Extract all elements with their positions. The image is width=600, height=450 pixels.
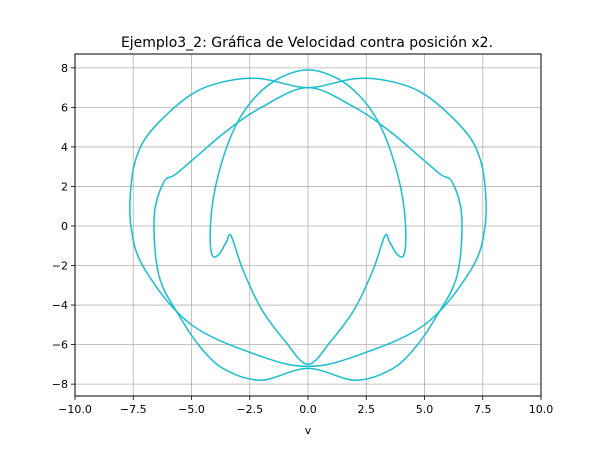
- x-axis-label: v: [305, 424, 312, 437]
- y-tick-label: 0: [61, 220, 68, 233]
- x-tick-label: −7.5: [120, 403, 147, 416]
- chart-title: Ejemplo3_2: Gráfica de Velocidad contra …: [121, 35, 493, 51]
- series-line-3: [153, 86, 463, 381]
- x-tick-label: −5.0: [178, 403, 205, 416]
- x-tick-label: −2.5: [236, 403, 263, 416]
- x-tick-label: −10.0: [58, 403, 92, 416]
- x-tick-label: 7.5: [474, 403, 492, 416]
- x-tick-label: 0.0: [299, 403, 317, 416]
- y-ticks: −8 −6 −4 −2 0 2 4 6 8: [52, 62, 75, 391]
- series-line-2: [129, 77, 487, 368]
- series-group: [129, 69, 487, 381]
- x-tick-label: 2.5: [358, 403, 376, 416]
- x-ticks: −10.0 −7.5 −5.0 −2.5 0.0 2.5 5.0 7.5 10.0: [58, 396, 553, 416]
- y-tick-label: −6: [52, 339, 68, 352]
- y-tick-label: −2: [52, 260, 68, 273]
- y-tick-label: 6: [61, 101, 68, 114]
- series-line-1: [209, 69, 407, 366]
- x-tick-label: 5.0: [416, 403, 434, 416]
- grid: [74, 54, 542, 396]
- y-tick-label: −8: [52, 378, 68, 391]
- y-tick-label: 8: [61, 62, 68, 75]
- y-tick-label: 2: [61, 180, 68, 193]
- y-tick-label: −4: [52, 299, 68, 312]
- y-tick-label: 4: [61, 141, 68, 154]
- x-tick-label: 10.0: [529, 403, 554, 416]
